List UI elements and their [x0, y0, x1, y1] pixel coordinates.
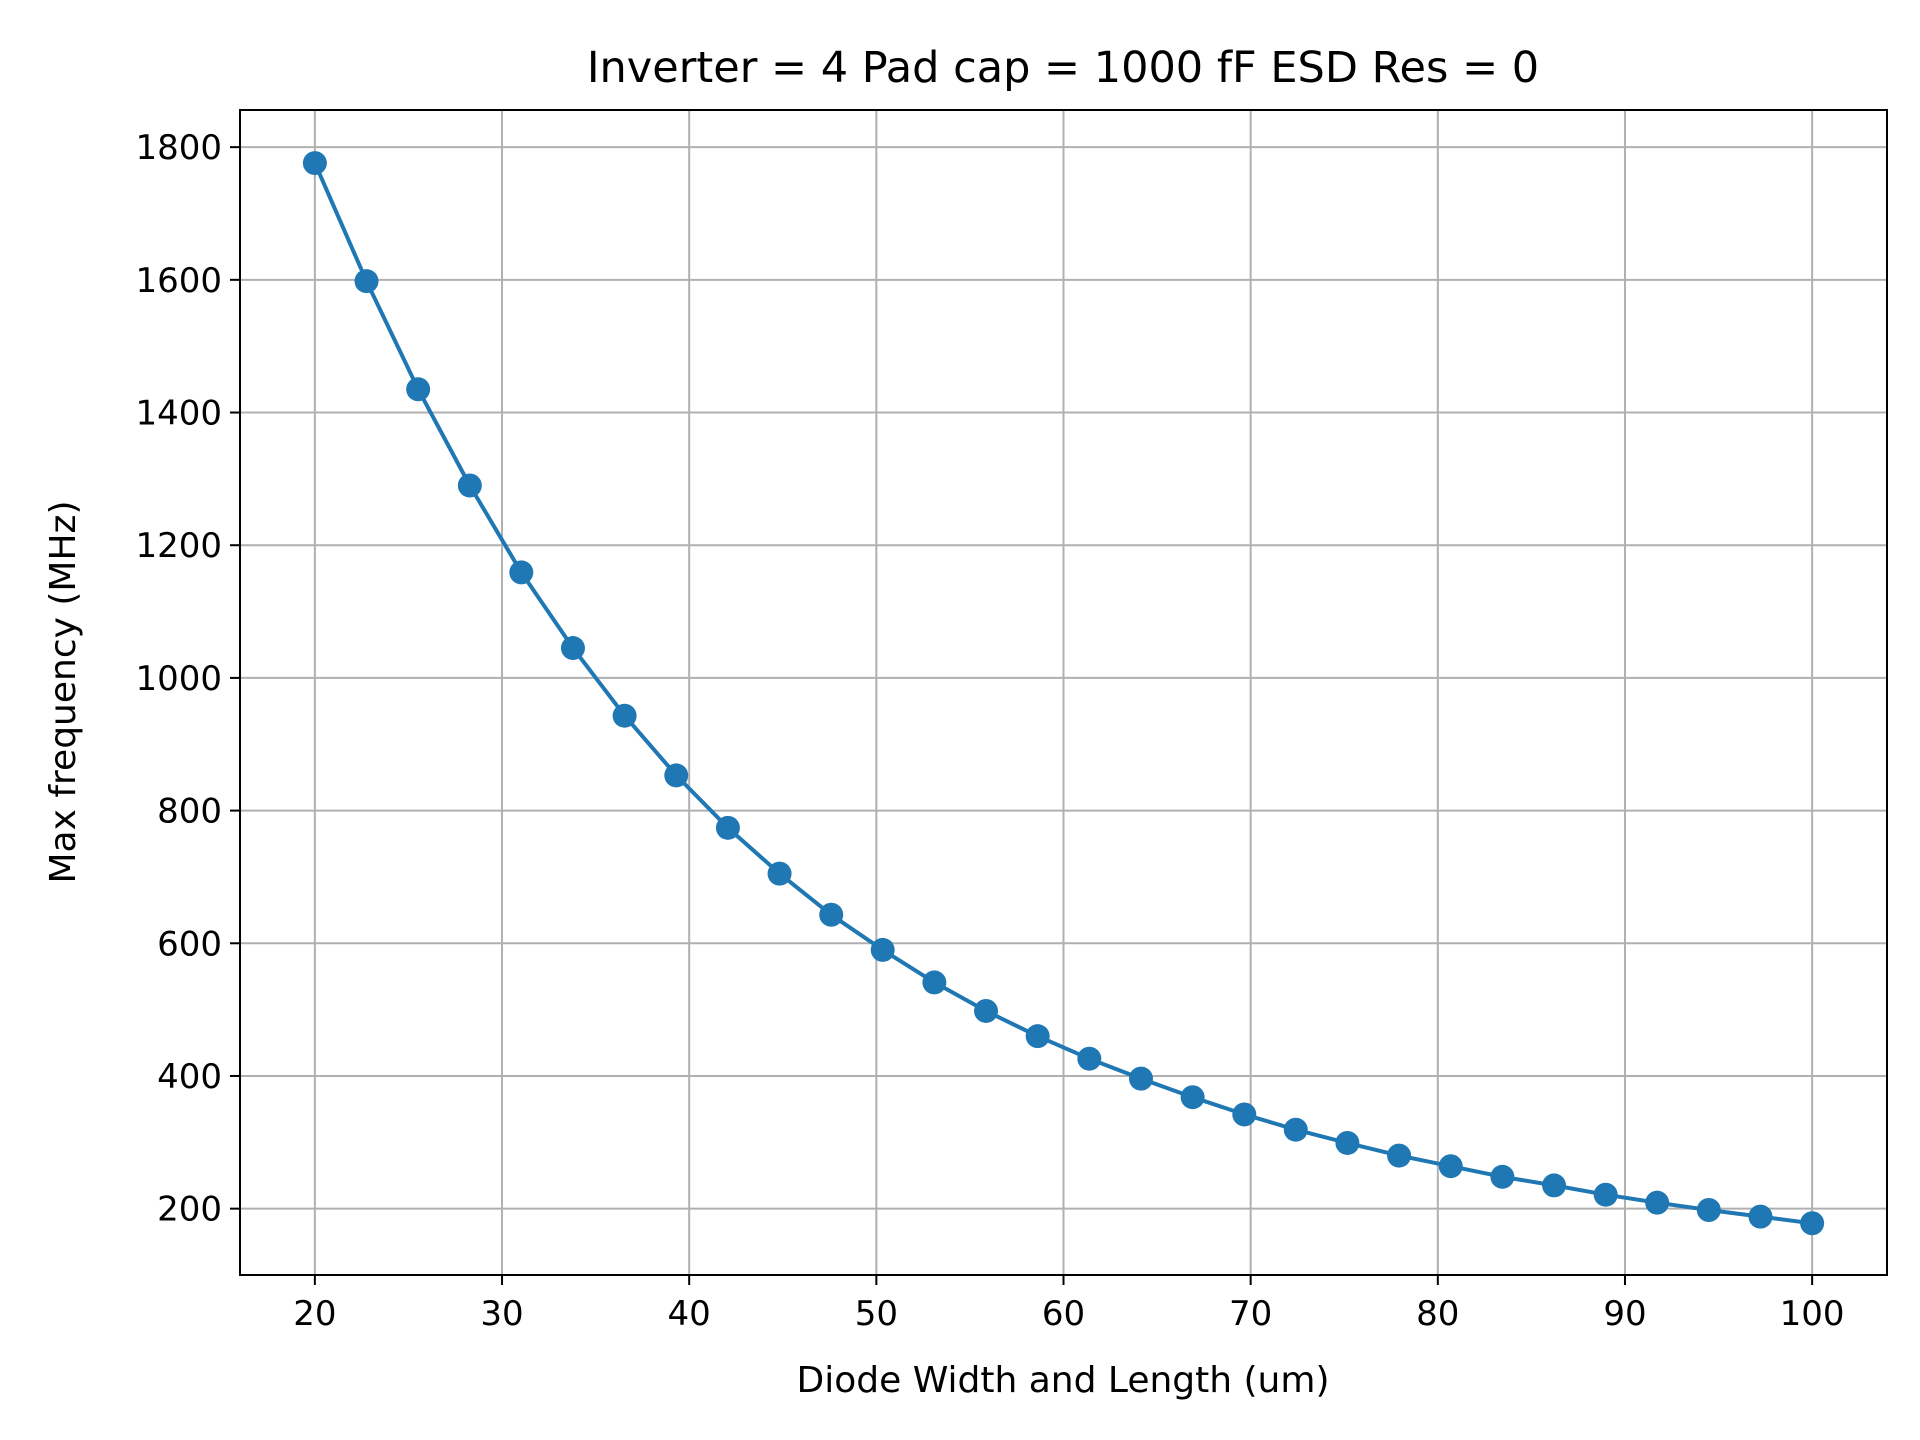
- data-point: [509, 560, 534, 585]
- data-point: [1128, 1066, 1153, 1091]
- data-point: [1490, 1164, 1515, 1189]
- data-point: [1438, 1154, 1463, 1179]
- y-tick-label: 800: [157, 792, 222, 832]
- data-point: [1696, 1197, 1721, 1222]
- data-point: [1077, 1046, 1102, 1071]
- data-point: [1283, 1117, 1308, 1142]
- data-point: [1748, 1204, 1773, 1229]
- data-point: [974, 998, 999, 1023]
- x-tick-label: 20: [293, 1294, 336, 1334]
- data-point: [1800, 1211, 1825, 1236]
- data-point: [922, 970, 947, 995]
- y-tick-label: 1000: [135, 659, 222, 699]
- y-axis-label: Max frequency (MHz): [43, 501, 84, 884]
- data-point: [715, 815, 740, 840]
- data-point: [664, 763, 689, 788]
- chart-title: Inverter = 4 Pad cap = 1000 fF ESD Res =…: [587, 43, 1539, 93]
- x-axis-label: Diode Width and Length (um): [797, 1360, 1330, 1401]
- data-point: [1593, 1182, 1618, 1207]
- ticks: 20 30 40 50 60 70 80 90 100 200 400 600 800 1000 1200 1…: [135, 128, 1844, 1334]
- y-tick-label: 1600: [135, 261, 222, 301]
- y-tick-label: 1800: [135, 128, 222, 168]
- data-point: [1645, 1190, 1670, 1215]
- x-tick-label: 70: [1229, 1294, 1272, 1334]
- data-point: [1025, 1024, 1050, 1049]
- y-tick-label: 200: [157, 1190, 222, 1230]
- data-point: [302, 151, 327, 176]
- data-point: [870, 937, 895, 962]
- data-point: [819, 902, 844, 927]
- x-tick-label: 100: [1780, 1294, 1845, 1334]
- x-tick-label: 30: [480, 1294, 523, 1334]
- y-tick-label: 1200: [135, 526, 222, 566]
- x-tick-label: 50: [855, 1294, 898, 1334]
- x-tick-label: 90: [1603, 1294, 1646, 1334]
- y-tick-label: 1400: [135, 394, 222, 434]
- x-tick-label: 60: [1042, 1294, 1085, 1334]
- data-point: [1180, 1085, 1205, 1110]
- series-layer: [302, 151, 1825, 1236]
- data-point: [1387, 1143, 1412, 1168]
- y-tick-label: 400: [157, 1057, 222, 1097]
- data-point: [1335, 1130, 1360, 1155]
- data-point: [767, 861, 792, 886]
- grid: [240, 110, 1887, 1275]
- data-point: [1542, 1173, 1567, 1198]
- x-tick-label: 40: [668, 1294, 711, 1334]
- x-tick-label: 80: [1416, 1294, 1459, 1334]
- data-point: [406, 377, 431, 402]
- data-point: [560, 636, 585, 661]
- data-point: [612, 703, 637, 728]
- data-point: [457, 473, 482, 498]
- data-point: [354, 269, 379, 294]
- data-point: [1232, 1102, 1257, 1127]
- y-tick-label: 600: [157, 924, 222, 964]
